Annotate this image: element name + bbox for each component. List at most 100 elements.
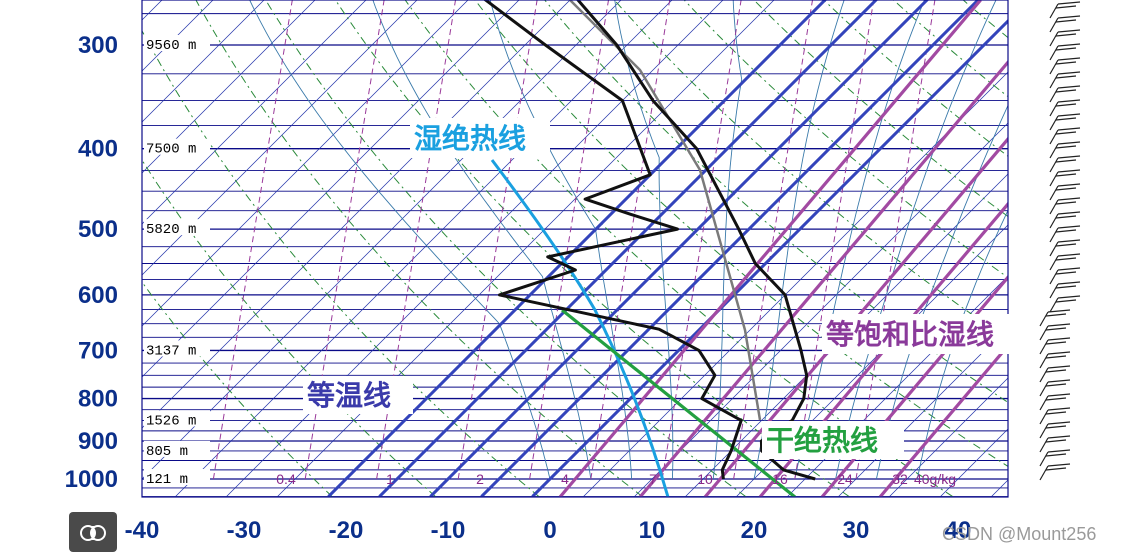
wind-barb-flag bbox=[1045, 467, 1067, 471]
pressure-tick-label: 400 bbox=[78, 136, 118, 163]
wind-barb bbox=[1049, 169, 1081, 187]
wind-barb-staff bbox=[1049, 227, 1059, 243]
wind-barb-flag bbox=[1057, 183, 1081, 187]
pressure-tick-label: 600 bbox=[78, 282, 118, 309]
wind-barb bbox=[1049, 29, 1081, 47]
wind-barb bbox=[1039, 365, 1071, 383]
wind-barb-flag bbox=[1047, 323, 1071, 327]
isotherm-line bbox=[787, 275, 1008, 497]
wind-barb-staff bbox=[1039, 381, 1049, 397]
wind-barb bbox=[1049, 113, 1081, 131]
wind-barb bbox=[1039, 407, 1071, 425]
wind-barb-flag bbox=[1057, 295, 1081, 299]
temperature-tick-label: 30 bbox=[843, 517, 870, 544]
dry-adiabat-line bbox=[823, 0, 1008, 157]
isotherm-line bbox=[838, 326, 1008, 497]
moist-adiabat-line bbox=[249, 0, 551, 480]
wind-barb-staff bbox=[1049, 129, 1059, 145]
wind-barb-staff bbox=[1039, 325, 1049, 341]
wind-barb-flag bbox=[1057, 267, 1081, 271]
wind-barb-flag bbox=[1055, 145, 1077, 149]
wind-barb-flag bbox=[1047, 449, 1071, 453]
wind-barb-staff bbox=[1049, 73, 1059, 89]
wind-barb-staff bbox=[1049, 269, 1059, 285]
pressure-tick-label: 300 bbox=[78, 32, 118, 59]
sounding-profiles bbox=[483, 0, 816, 481]
isotherm-line bbox=[175, 0, 673, 497]
wind-barb-flag bbox=[1055, 299, 1077, 303]
temperature-tick-label: 40 bbox=[945, 517, 972, 544]
wind-barb-staff bbox=[1049, 213, 1059, 229]
wind-barb-flag bbox=[1045, 453, 1067, 457]
mixing-ratio-tick-label: 0.4 bbox=[276, 471, 296, 487]
isotherm-line bbox=[0, 0, 60, 497]
mixing-ratio-tick-label: 4 bbox=[561, 471, 569, 487]
dewpoint-profile bbox=[483, 0, 743, 480]
wind-barb bbox=[1039, 337, 1071, 355]
wind-barb-flag bbox=[1045, 439, 1067, 443]
wind-barb bbox=[1049, 141, 1081, 159]
wind-barb-flag bbox=[1047, 435, 1071, 439]
wind-barb-staff bbox=[1049, 199, 1059, 215]
wind-barb-staff bbox=[1039, 423, 1049, 439]
wind-barb-flag bbox=[1057, 29, 1081, 33]
wind-barb-flag bbox=[1045, 397, 1067, 401]
wind-barb-staff bbox=[1039, 451, 1049, 467]
annotation-dry-adiabat: 干绝热线 bbox=[762, 421, 904, 459]
wind-barb-flag bbox=[1045, 327, 1067, 331]
wind-barb-flag bbox=[1047, 421, 1071, 425]
highlighted-mixing-ratio bbox=[703, 136, 1008, 497]
isotherm-line bbox=[685, 173, 1008, 497]
mixing-ratio-tick-label: 32 bbox=[892, 471, 908, 487]
highlighted-isotherm bbox=[429, 0, 930, 497]
wind-barb-flag bbox=[1055, 187, 1077, 191]
wind-barb-flag bbox=[1057, 281, 1081, 285]
moist-adiabat-line bbox=[614, 0, 674, 480]
wind-barb-staff bbox=[1039, 437, 1049, 453]
annotation-moist-adiabat: 湿绝热线 bbox=[410, 118, 550, 158]
wind-barb bbox=[1049, 183, 1081, 201]
wind-barb-flag bbox=[1045, 425, 1067, 429]
annotation-isotherm: 等温线 bbox=[303, 376, 413, 414]
wind-barb-flag bbox=[1047, 463, 1071, 467]
temperature-tick-label: 0 bbox=[543, 517, 556, 544]
height-label-bg bbox=[144, 410, 210, 427]
wind-barb bbox=[1049, 71, 1081, 89]
wind-barb-flag bbox=[1045, 369, 1067, 373]
wind-barb-flag bbox=[1057, 57, 1081, 61]
height-label: 3137 m bbox=[144, 340, 210, 359]
height-label-bg bbox=[144, 35, 210, 51]
isotherm-line bbox=[1093, 0, 1124, 497]
wind-barb bbox=[1049, 211, 1081, 229]
dry-adiabat-label: 干绝热线 bbox=[766, 424, 878, 457]
wind-barb bbox=[1049, 155, 1081, 173]
wind-barb-flag bbox=[1055, 229, 1077, 233]
wind-barb bbox=[1049, 57, 1081, 75]
brain-icon[interactable] bbox=[69, 512, 117, 552]
height-label-text: 7500 m bbox=[146, 142, 196, 158]
wind-barb-staff bbox=[1049, 255, 1059, 271]
wind-barb-flag bbox=[1055, 33, 1077, 37]
wind-barb bbox=[1049, 281, 1081, 299]
height-label-bg bbox=[144, 219, 210, 236]
moist-adiabat-line bbox=[489, 0, 633, 480]
plot-frame bbox=[141, 0, 1009, 498]
wind-barb-flag bbox=[1045, 341, 1067, 345]
wind-barb-flag bbox=[1055, 271, 1077, 275]
wind-barb-flag bbox=[1057, 113, 1081, 117]
wind-barb-flag bbox=[1047, 379, 1071, 383]
wind-barb-flag bbox=[1057, 99, 1081, 103]
wind-barb-staff bbox=[1049, 297, 1059, 313]
highlighted-mixing-ratio bbox=[558, 0, 982, 497]
wind-barb-staff bbox=[1049, 45, 1059, 61]
wind-barb bbox=[1039, 449, 1071, 467]
wind-barb-flag bbox=[1057, 85, 1081, 89]
wind-barb-flag bbox=[1055, 75, 1077, 79]
highlighted-moist-adiabat bbox=[490, 159, 670, 497]
wind-barb bbox=[1049, 43, 1081, 61]
temperature-tick-label: 10 bbox=[639, 517, 666, 544]
wind-barb bbox=[1039, 379, 1071, 397]
wind-barb-flag bbox=[1055, 131, 1077, 135]
highlighted-mixing-ratio bbox=[758, 201, 1008, 497]
isotherm-line bbox=[736, 224, 1008, 497]
